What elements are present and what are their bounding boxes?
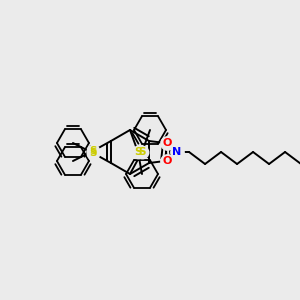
Text: O: O — [162, 156, 172, 166]
Text: S: S — [89, 148, 97, 158]
Text: S: S — [134, 147, 142, 157]
Text: N: N — [172, 147, 182, 157]
Text: S: S — [89, 146, 97, 156]
Text: S: S — [138, 147, 146, 157]
Text: O: O — [162, 138, 172, 148]
